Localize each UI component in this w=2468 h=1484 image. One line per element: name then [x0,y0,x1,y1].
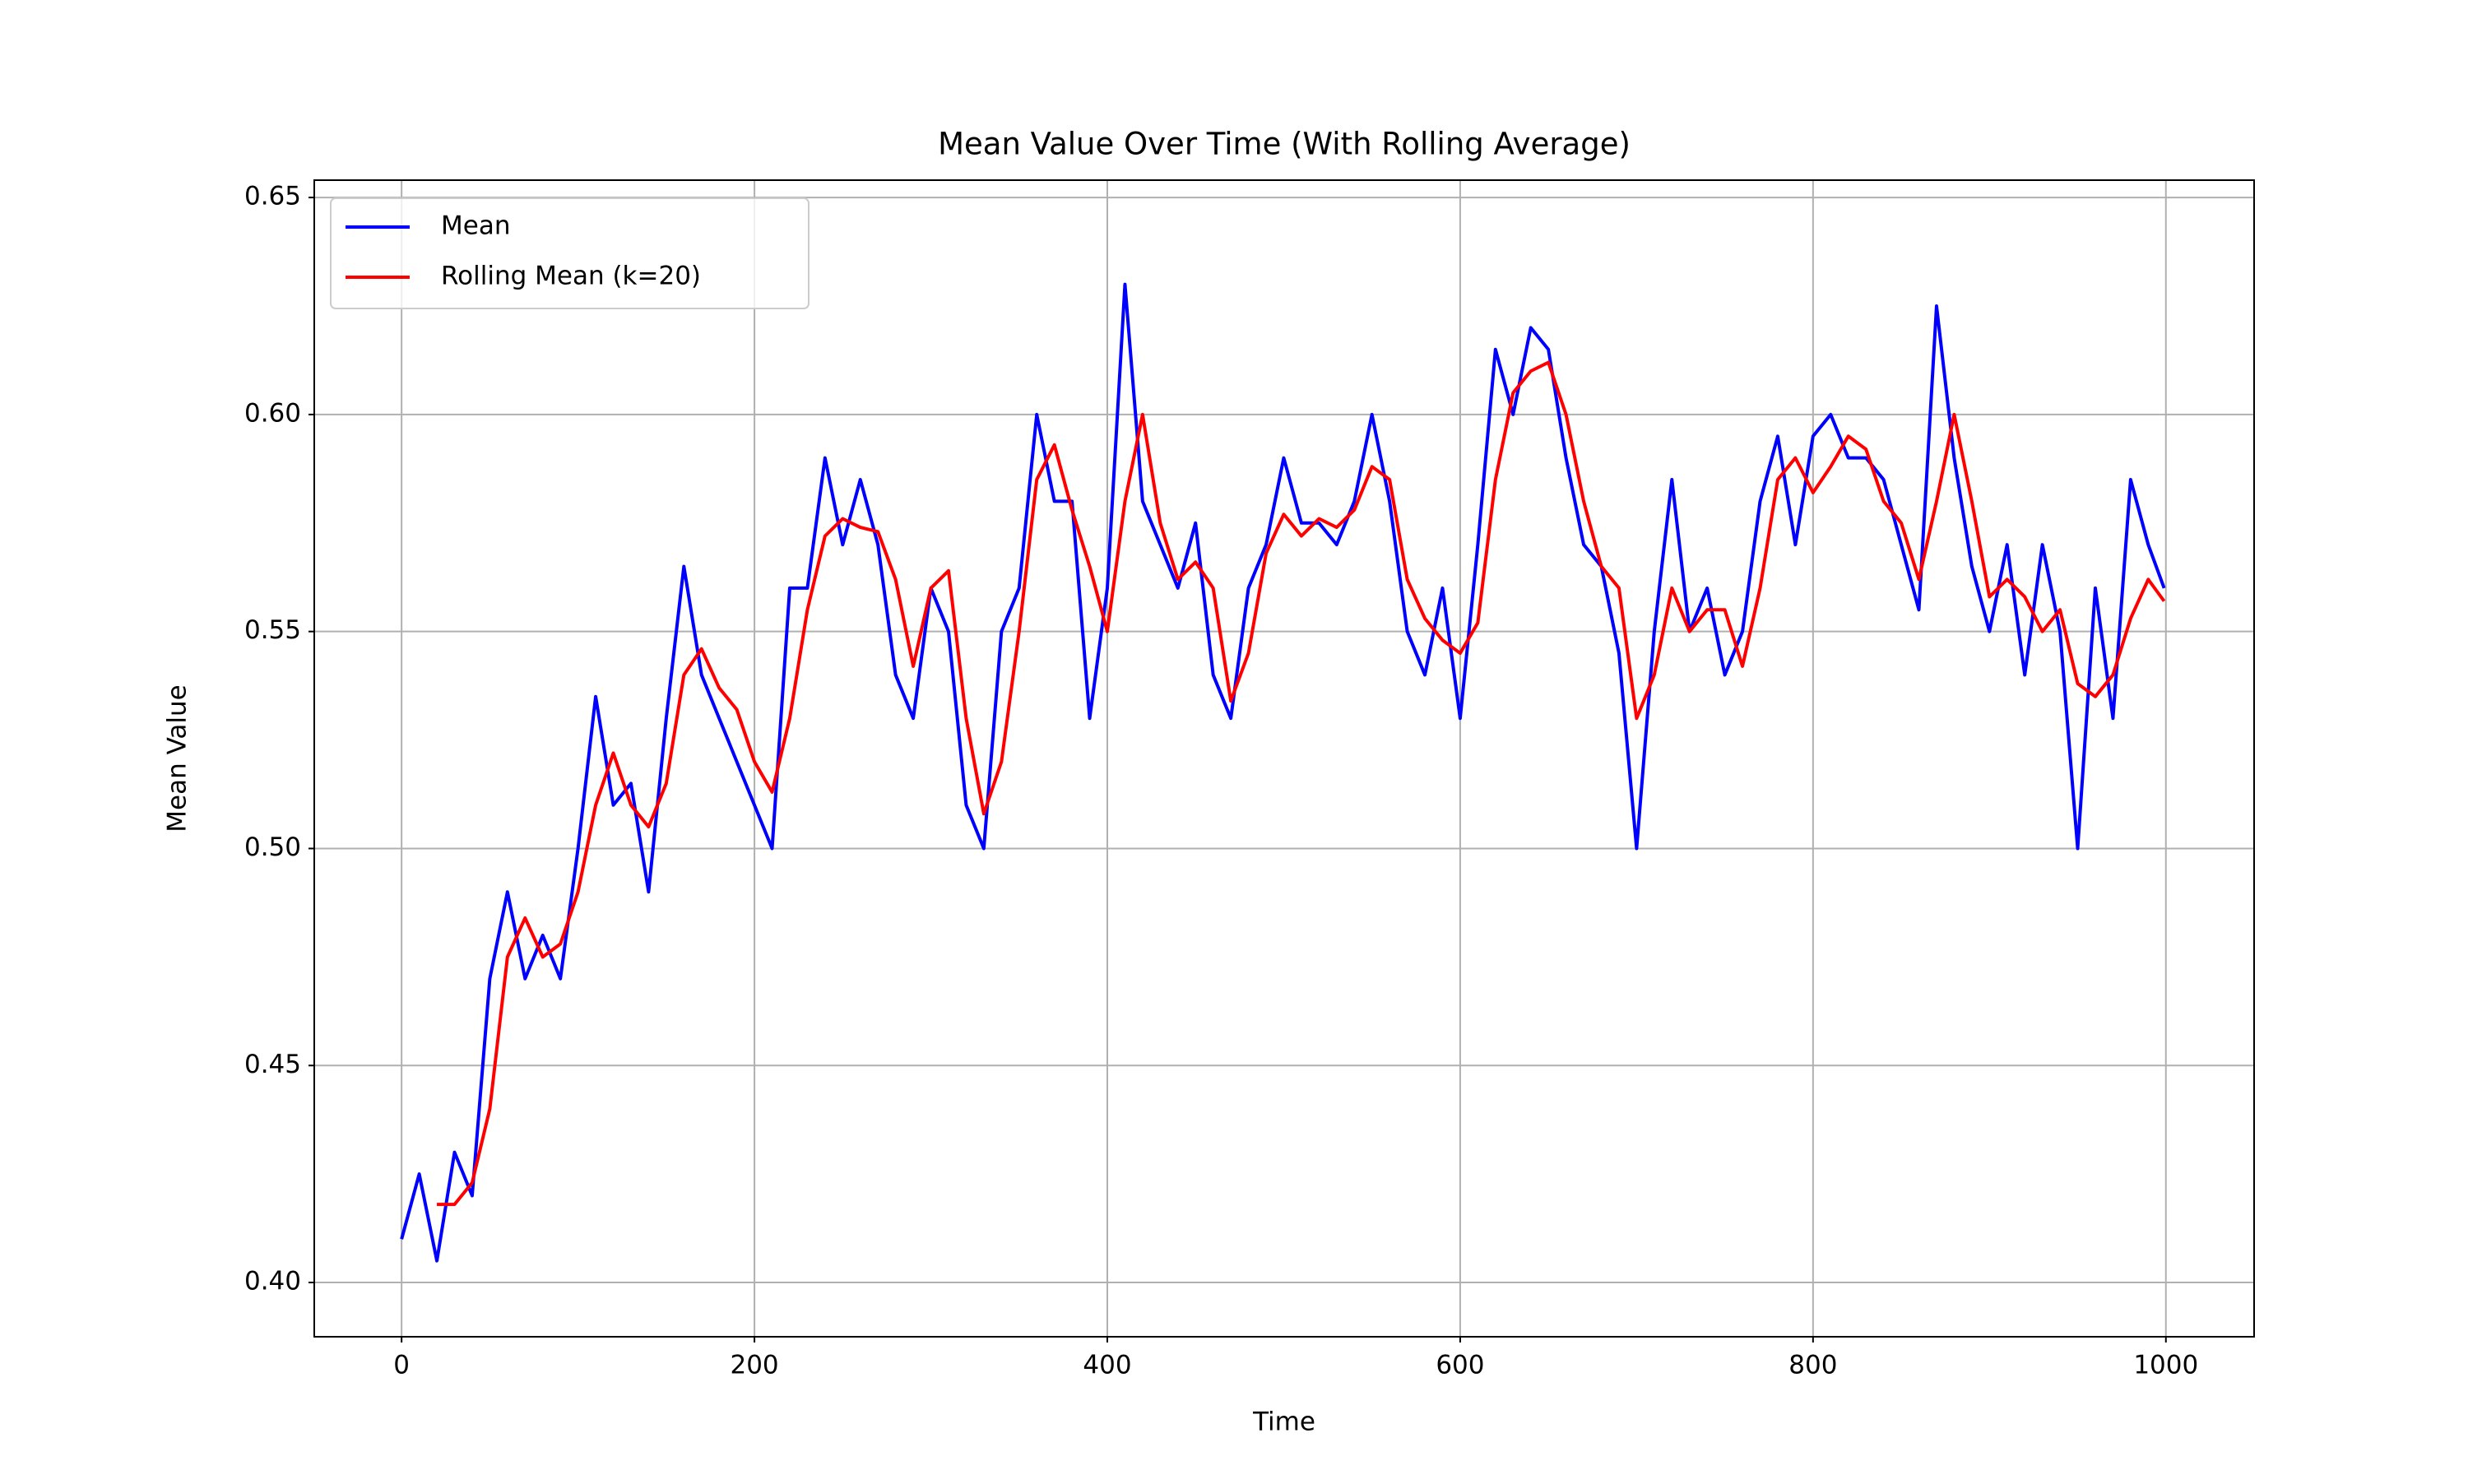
legend-box [330,197,810,309]
y-tick-label: 0.60 [244,398,301,428]
y-tick-label: 0.65 [244,182,301,211]
y-tick-label: 0.50 [244,832,301,862]
x-tick-label: 400 [1083,1351,1131,1380]
y-axis-label: Mean Value [163,684,193,832]
y-tick-label: 0.45 [244,1050,301,1079]
y-tick-label: 0.55 [244,615,301,645]
x-tick-label: 1000 [2133,1351,2198,1380]
y-tick-label: 0.40 [244,1267,301,1296]
x-tick-label: 200 [730,1351,778,1380]
legend-label: Rolling Mean (k=20) [441,262,701,291]
x-tick-label: 600 [1436,1351,1484,1380]
plot-frame [313,179,2255,1338]
series-line [437,360,2166,1207]
x-axis-label: Time [1252,1407,1315,1437]
x-tick-label: 0 [393,1351,410,1380]
chart-title: Mean Value Over Time (With Rolling Avera… [938,127,1631,162]
x-tick-label: 800 [1788,1351,1837,1380]
legend-label: Mean [441,211,510,241]
